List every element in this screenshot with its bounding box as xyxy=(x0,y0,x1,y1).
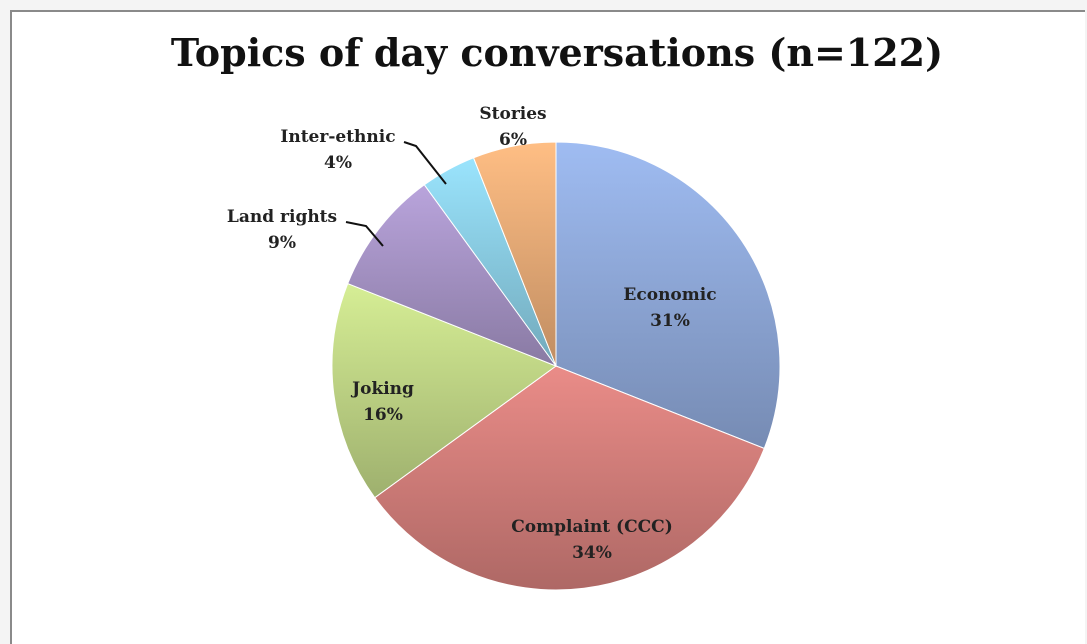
slice-labels: Economic 31% Complaint (CCC) 34% Joking 16% La… xyxy=(227,104,717,563)
leader-line-inter-ethnic xyxy=(403,141,447,185)
slice-label-joking: Joking 16% xyxy=(350,379,414,425)
slice-label-inter-ethnic: Inter-ethnic 4% xyxy=(280,127,395,173)
pie-slice-complaint-ccc xyxy=(374,365,765,591)
leader-lines xyxy=(345,141,447,247)
slice-label-economic: Economic 31% xyxy=(623,285,716,331)
slice-label-land-rights: Land rights 9% xyxy=(227,207,337,253)
pie-slice-stories xyxy=(472,141,557,367)
pie-slice-joking xyxy=(331,282,558,499)
pie-slice-economic xyxy=(555,141,781,450)
pie-slices xyxy=(331,141,781,591)
pie-slice-land-rights xyxy=(347,184,558,368)
leader-line-land-rights xyxy=(345,221,384,247)
slice-label-complaint-ccc: Complaint (CCC) 34% xyxy=(511,517,672,563)
slice-label-stories: Stories 6% xyxy=(479,104,546,150)
chart-title: Topics of day conversations (n=122) xyxy=(170,30,944,75)
